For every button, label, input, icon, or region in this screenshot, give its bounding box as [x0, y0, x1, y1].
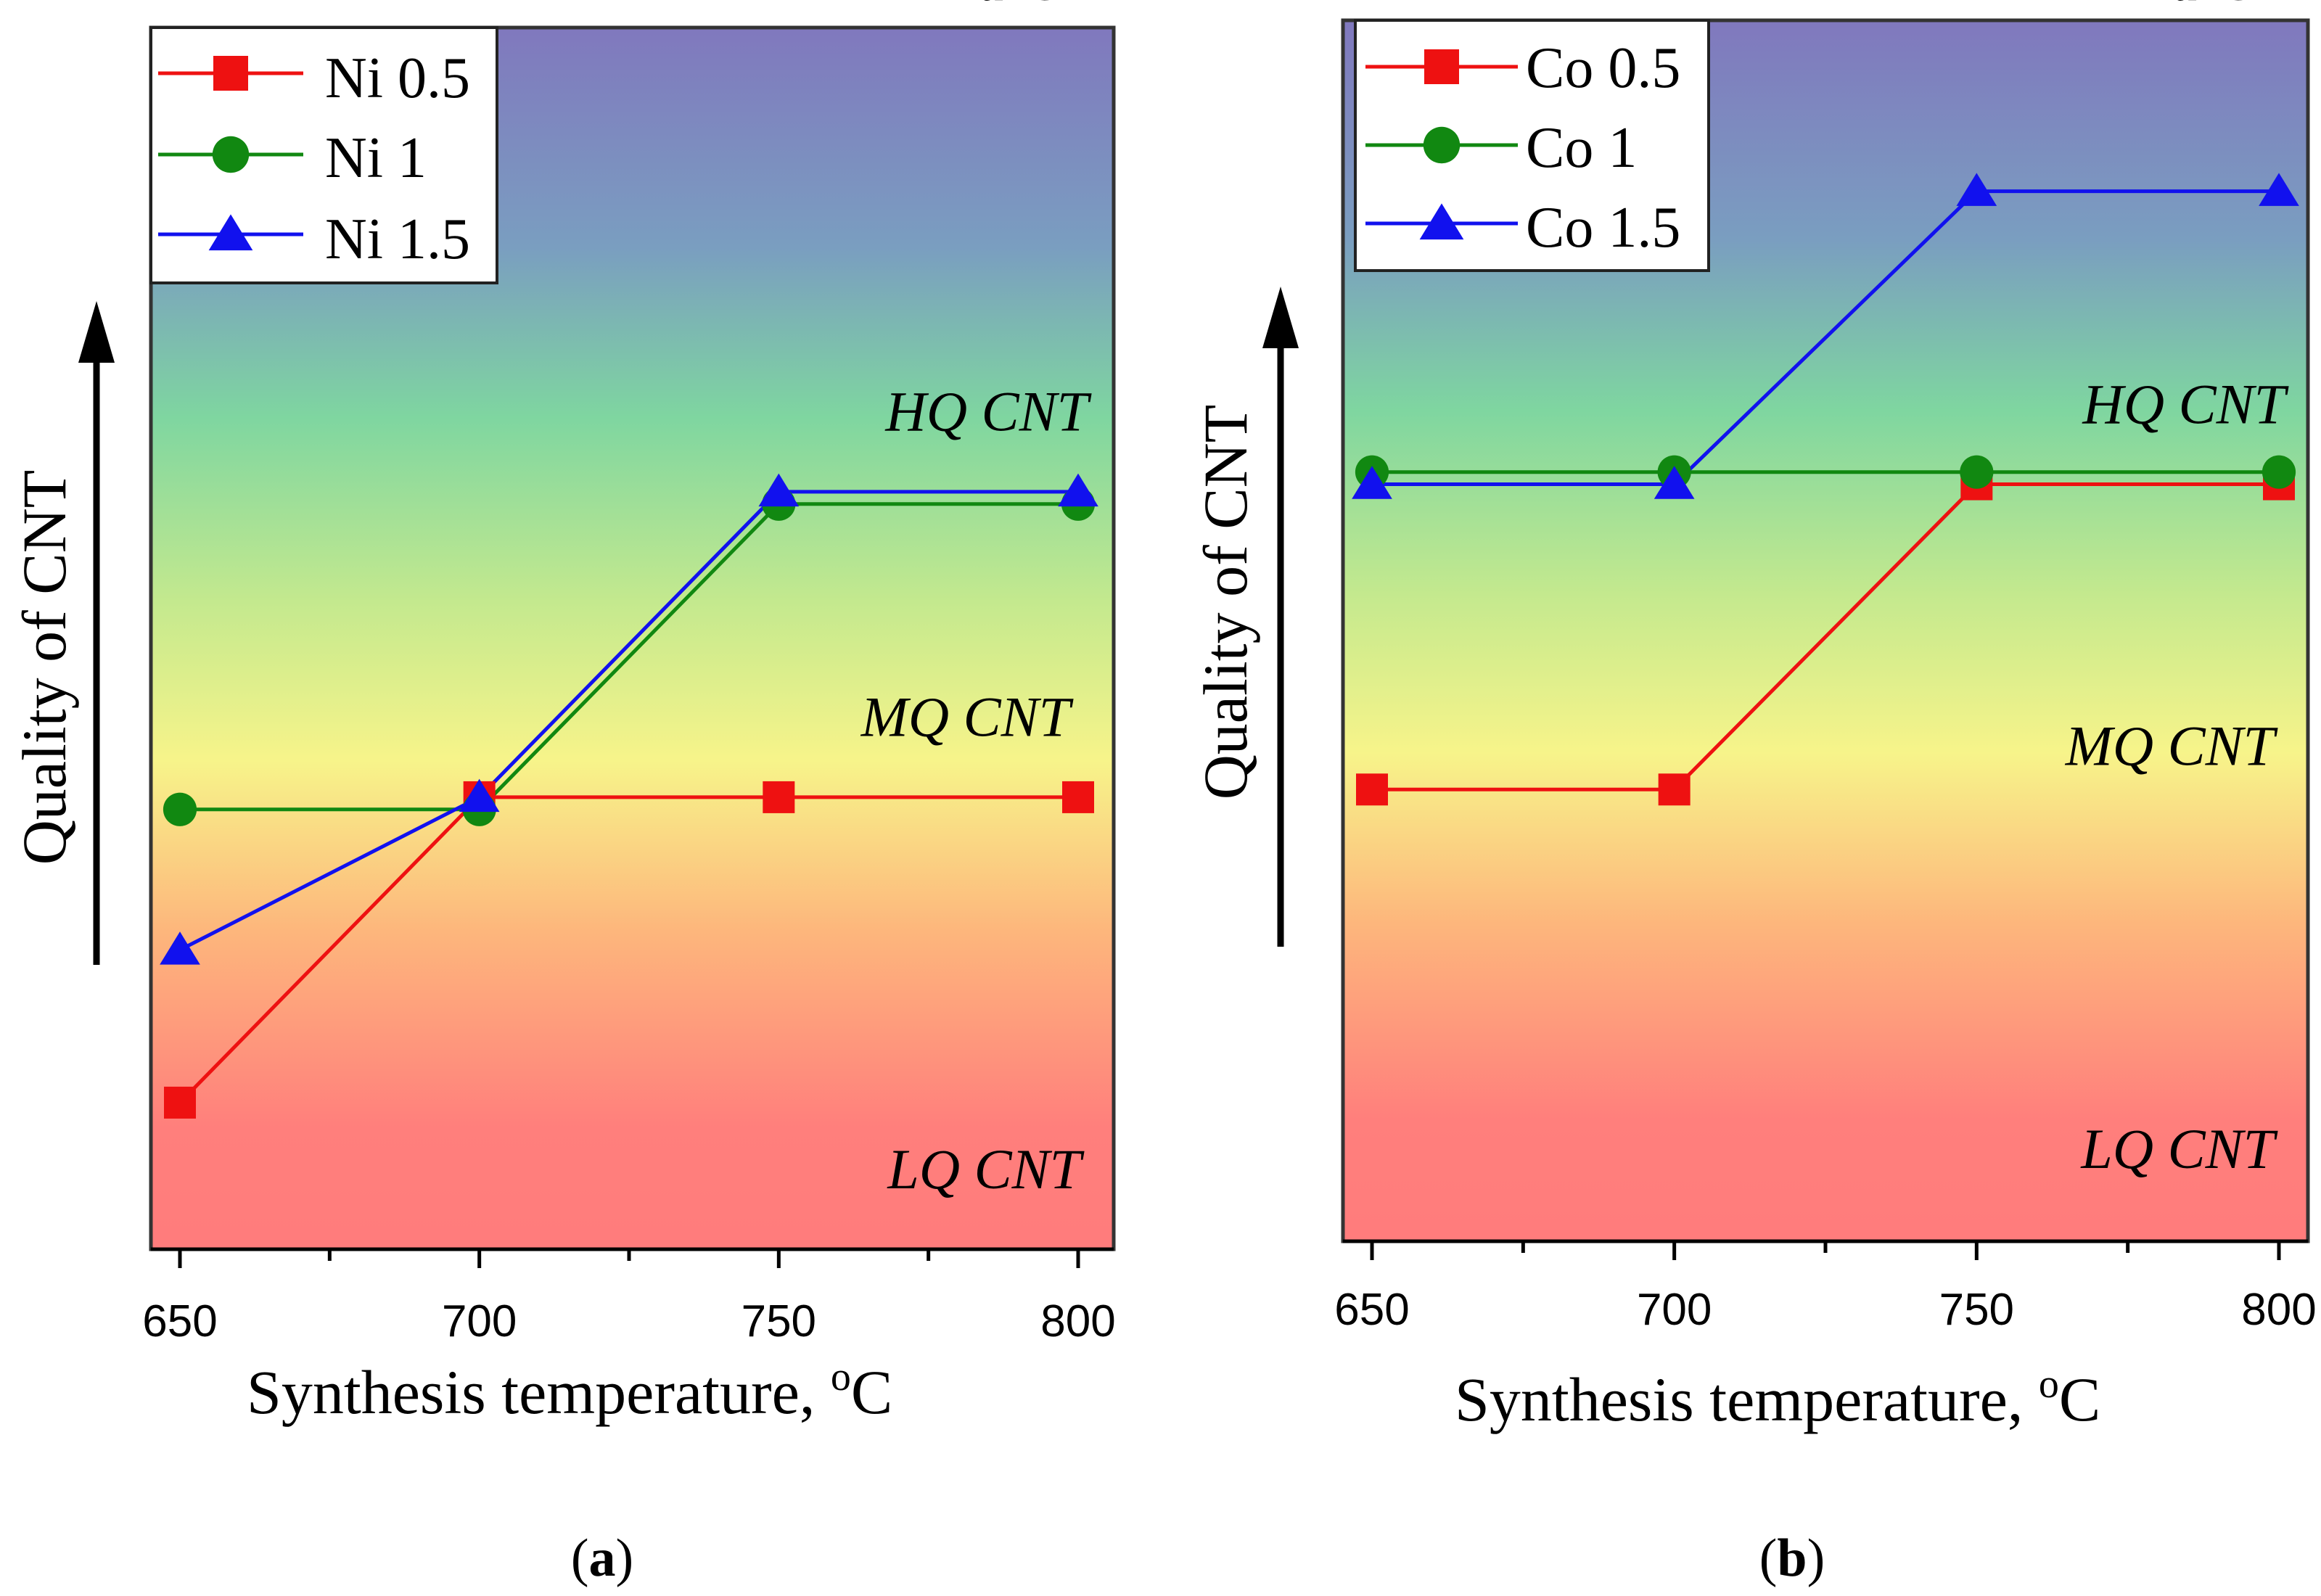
caption-close: )	[1807, 1529, 1825, 1588]
zone-label-lq: LQ CNT	[2080, 1117, 2277, 1180]
y-axis-title: Quality of CNT	[1191, 405, 1260, 800]
series-line	[178, 490, 1078, 952]
data-point-triangle	[1654, 466, 1695, 499]
x-tick-label: 750	[742, 1296, 816, 1346]
y-axis-indicator: Quality of CNT	[1191, 287, 1299, 947]
data-point-circle	[1960, 455, 1994, 489]
data-point-triangle	[758, 473, 800, 507]
legend: Ni 0.5 Ni 1 Ni 1.5	[149, 26, 498, 284]
caption-close: )	[616, 1529, 634, 1588]
data-point-circle	[163, 792, 197, 826]
zone-label-ac: a-C	[978, 0, 1064, 12]
series-line	[178, 795, 1078, 1104]
caption-a: (a)	[571, 1529, 633, 1588]
x-tick-labels: 650 700 750 800	[1334, 1285, 2316, 1335]
degree-superscript: o	[831, 1354, 851, 1399]
data-point-triangle	[2259, 173, 2299, 206]
data-point-square	[1356, 773, 1388, 806]
caption-letter: b	[1777, 1529, 1807, 1588]
series-markers	[160, 473, 1098, 1119]
x-axis-title: Synthesis temperature, oC	[1455, 1362, 2100, 1434]
y-arrow-head	[1262, 287, 1299, 348]
x-axis-title-text: Synthesis temperature,	[1455, 1365, 2039, 1434]
series-line	[1372, 482, 2279, 791]
series-line	[1372, 189, 2279, 487]
x-tick-label: 800	[2241, 1285, 2316, 1335]
zone-label-lq: LQ CNT	[887, 1138, 1084, 1201]
series-lines	[178, 490, 1078, 1104]
zone-label-hq: HQ CNT	[2082, 372, 2288, 435]
zone-label-mq: MQ CNT	[860, 686, 1074, 749]
legend-marker-square	[213, 56, 248, 91]
caption-open: (	[1759, 1529, 1778, 1588]
data-point-square	[1062, 781, 1094, 813]
x-ticks	[178, 1249, 1080, 1268]
panel-a: HQ CNT MQ CNT LQ CNT a-C 650 700 750 800…	[9, 0, 1116, 1588]
series-lines	[1372, 189, 2279, 791]
legend-label-co-0-5: Co 0.5	[1526, 36, 1680, 100]
data-point-circle	[2262, 455, 2296, 489]
panel-b: HQ CNT MQ CNT LQ CNT a-C 650 700 750 800…	[1191, 0, 2317, 1588]
y-axis-indicator: Quality of CNT	[9, 301, 115, 965]
degree-superscript: o	[2039, 1362, 2059, 1407]
legend-swatches	[158, 56, 303, 251]
x-axis-title: Synthesis temperature, oC	[247, 1354, 892, 1427]
x-axis: 650 700 750 800 Synthesis temperature, o…	[142, 1247, 1116, 1427]
legend-marker-triangle	[208, 214, 253, 251]
x-tick-label: 700	[442, 1296, 517, 1346]
zone-label-hq: HQ CNT	[884, 380, 1091, 443]
legend-label-ni-1: Ni 1	[325, 126, 427, 190]
zone-labels: HQ CNT MQ CNT LQ CNT a-C	[2065, 0, 2289, 1180]
legend-marker-circle	[1423, 126, 1461, 164]
series-markers	[1352, 173, 2299, 806]
legend-label-co-1-5: Co 1.5	[1526, 196, 1680, 260]
legend-swatches	[1365, 49, 1518, 240]
data-point-triangle	[1352, 466, 1392, 499]
legend-marker-circle	[212, 136, 250, 173]
y-arrow-head	[78, 301, 115, 363]
zone-label-mq: MQ CNT	[2065, 715, 2278, 778]
x-axis: 650 700 750 800 Synthesis temperature, o…	[1334, 1239, 2317, 1434]
series-line	[180, 502, 1078, 812]
x-axis-title-unit: C	[851, 1357, 892, 1427]
data-point-square	[763, 781, 795, 813]
caption-b: (b)	[1759, 1529, 1825, 1588]
legend-marker-square	[1424, 49, 1459, 84]
caption-letter: a	[589, 1529, 616, 1588]
data-point-triangle	[1956, 173, 1997, 206]
x-axis-title-text: Synthesis temperature,	[247, 1357, 831, 1427]
x-tick-label: 650	[142, 1296, 217, 1346]
x-axis-title-unit: C	[2059, 1365, 2100, 1434]
zone-label-ac: a-C	[2172, 0, 2257, 12]
x-tick-label: 650	[1334, 1285, 1409, 1335]
x-tick-labels: 650 700 750 800	[142, 1296, 1115, 1346]
data-point-triangle	[160, 931, 200, 965]
legend-marker-triangle	[1419, 203, 1464, 240]
caption-open: (	[571, 1529, 589, 1588]
x-tick-label: 800	[1040, 1296, 1115, 1346]
zone-labels: HQ CNT MQ CNT LQ CNT a-C	[860, 0, 1092, 1201]
legend-label-ni-1-5: Ni 1.5	[325, 207, 470, 271]
data-point-triangle	[1058, 473, 1098, 507]
data-point-square	[1658, 773, 1691, 806]
y-axis-title: Quality of CNT	[9, 470, 79, 865]
x-ticks	[1370, 1241, 2281, 1260]
x-tick-label: 700	[1637, 1285, 1712, 1335]
legend-label-co-1: Co 1	[1526, 116, 1637, 180]
data-point-triangle	[459, 778, 500, 813]
legend-label-ni-0-5: Ni 0.5	[325, 46, 470, 110]
x-tick-label: 750	[1939, 1285, 2014, 1335]
legend: Co 0.5 Co 1 Co 1.5	[1354, 19, 1710, 272]
data-point-square	[164, 1086, 196, 1119]
